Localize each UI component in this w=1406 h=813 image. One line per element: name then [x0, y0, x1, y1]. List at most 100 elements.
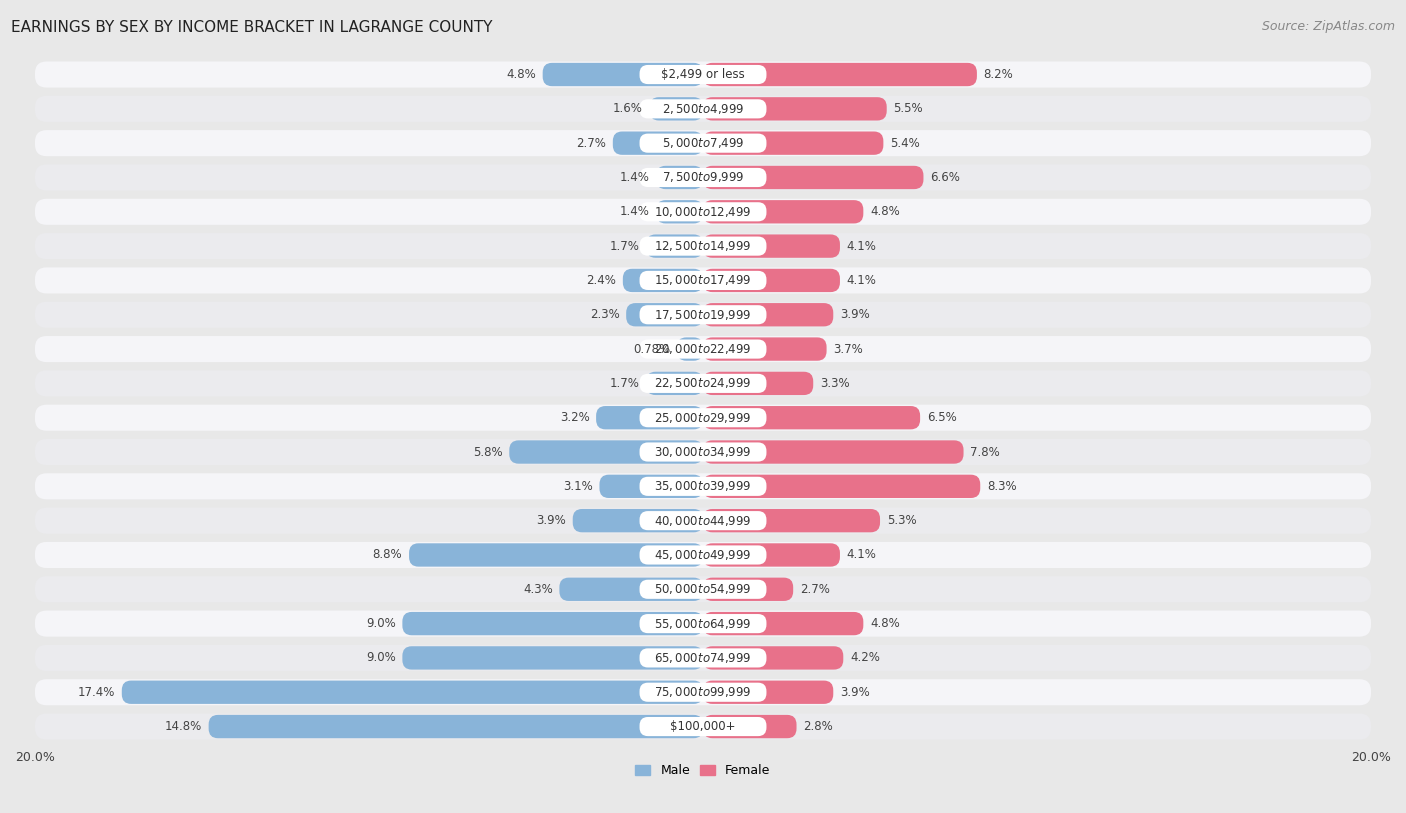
Text: 2.7%: 2.7%: [800, 583, 830, 596]
FancyBboxPatch shape: [35, 611, 1371, 637]
Text: 5.5%: 5.5%: [893, 102, 922, 115]
Text: 1.4%: 1.4%: [620, 171, 650, 184]
FancyBboxPatch shape: [703, 132, 883, 154]
Text: $5,000 to $7,499: $5,000 to $7,499: [662, 136, 744, 150]
FancyBboxPatch shape: [640, 580, 766, 599]
FancyBboxPatch shape: [703, 166, 924, 189]
FancyBboxPatch shape: [657, 200, 703, 224]
Text: $25,000 to $29,999: $25,000 to $29,999: [654, 411, 752, 424]
FancyBboxPatch shape: [208, 715, 703, 738]
Text: 17.4%: 17.4%: [77, 685, 115, 698]
FancyBboxPatch shape: [402, 646, 703, 670]
Text: 3.9%: 3.9%: [839, 685, 870, 698]
Text: 5.4%: 5.4%: [890, 137, 920, 150]
Text: $35,000 to $39,999: $35,000 to $39,999: [654, 480, 752, 493]
FancyBboxPatch shape: [35, 714, 1371, 740]
FancyBboxPatch shape: [640, 271, 766, 290]
FancyBboxPatch shape: [35, 336, 1371, 362]
FancyBboxPatch shape: [647, 372, 703, 395]
FancyBboxPatch shape: [640, 237, 766, 255]
Text: $45,000 to $49,999: $45,000 to $49,999: [654, 548, 752, 562]
FancyBboxPatch shape: [703, 680, 834, 704]
Text: $2,499 or less: $2,499 or less: [661, 68, 745, 81]
Text: 5.3%: 5.3%: [887, 514, 917, 527]
FancyBboxPatch shape: [596, 406, 703, 429]
Text: $40,000 to $44,999: $40,000 to $44,999: [654, 514, 752, 528]
Text: 4.8%: 4.8%: [870, 617, 900, 630]
FancyBboxPatch shape: [35, 507, 1371, 533]
FancyBboxPatch shape: [640, 168, 766, 187]
FancyBboxPatch shape: [409, 543, 703, 567]
Text: $20,000 to $22,499: $20,000 to $22,499: [654, 342, 752, 356]
Text: 8.8%: 8.8%: [373, 549, 402, 562]
FancyBboxPatch shape: [703, 269, 839, 292]
FancyBboxPatch shape: [703, 303, 834, 326]
FancyBboxPatch shape: [703, 337, 827, 361]
Text: 3.9%: 3.9%: [536, 514, 567, 527]
FancyBboxPatch shape: [35, 96, 1371, 122]
FancyBboxPatch shape: [35, 233, 1371, 259]
Text: 1.7%: 1.7%: [610, 240, 640, 253]
Text: $15,000 to $17,499: $15,000 to $17,499: [654, 273, 752, 288]
FancyBboxPatch shape: [35, 302, 1371, 328]
FancyBboxPatch shape: [35, 164, 1371, 190]
FancyBboxPatch shape: [640, 133, 766, 153]
FancyBboxPatch shape: [613, 132, 703, 154]
Text: 3.3%: 3.3%: [820, 377, 849, 390]
FancyBboxPatch shape: [35, 645, 1371, 671]
FancyBboxPatch shape: [640, 717, 766, 736]
FancyBboxPatch shape: [122, 680, 703, 704]
Text: $50,000 to $54,999: $50,000 to $54,999: [654, 582, 752, 596]
FancyBboxPatch shape: [703, 200, 863, 224]
FancyBboxPatch shape: [703, 577, 793, 601]
Text: $7,500 to $9,999: $7,500 to $9,999: [662, 171, 744, 185]
Text: 6.6%: 6.6%: [931, 171, 960, 184]
FancyBboxPatch shape: [703, 98, 887, 120]
Text: 8.3%: 8.3%: [987, 480, 1017, 493]
Text: 1.7%: 1.7%: [610, 377, 640, 390]
FancyBboxPatch shape: [640, 305, 766, 324]
FancyBboxPatch shape: [703, 234, 839, 258]
FancyBboxPatch shape: [35, 576, 1371, 602]
FancyBboxPatch shape: [657, 166, 703, 189]
FancyBboxPatch shape: [647, 234, 703, 258]
Text: 3.1%: 3.1%: [562, 480, 593, 493]
Text: $65,000 to $74,999: $65,000 to $74,999: [654, 651, 752, 665]
FancyBboxPatch shape: [640, 476, 766, 496]
Text: 4.1%: 4.1%: [846, 240, 876, 253]
FancyBboxPatch shape: [703, 509, 880, 533]
Text: 3.2%: 3.2%: [560, 411, 589, 424]
FancyBboxPatch shape: [650, 98, 703, 120]
Text: 9.0%: 9.0%: [366, 651, 395, 664]
FancyBboxPatch shape: [35, 405, 1371, 431]
Text: 5.8%: 5.8%: [472, 446, 502, 459]
FancyBboxPatch shape: [640, 614, 766, 633]
Text: EARNINGS BY SEX BY INCOME BRACKET IN LAGRANGE COUNTY: EARNINGS BY SEX BY INCOME BRACKET IN LAG…: [11, 20, 492, 35]
FancyBboxPatch shape: [703, 441, 963, 463]
FancyBboxPatch shape: [640, 511, 766, 530]
FancyBboxPatch shape: [543, 63, 703, 86]
FancyBboxPatch shape: [640, 99, 766, 119]
Text: 4.1%: 4.1%: [846, 274, 876, 287]
Text: 3.9%: 3.9%: [839, 308, 870, 321]
FancyBboxPatch shape: [640, 442, 766, 462]
FancyBboxPatch shape: [703, 63, 977, 86]
FancyBboxPatch shape: [623, 269, 703, 292]
FancyBboxPatch shape: [35, 198, 1371, 225]
FancyBboxPatch shape: [640, 340, 766, 359]
FancyBboxPatch shape: [35, 679, 1371, 706]
FancyBboxPatch shape: [676, 337, 703, 361]
FancyBboxPatch shape: [599, 475, 703, 498]
Text: $17,500 to $19,999: $17,500 to $19,999: [654, 308, 752, 322]
Text: 2.4%: 2.4%: [586, 274, 616, 287]
FancyBboxPatch shape: [703, 372, 813, 395]
FancyBboxPatch shape: [640, 374, 766, 393]
Text: 1.6%: 1.6%: [613, 102, 643, 115]
FancyBboxPatch shape: [35, 130, 1371, 156]
Text: 2.3%: 2.3%: [589, 308, 620, 321]
FancyBboxPatch shape: [703, 646, 844, 670]
Text: $22,500 to $24,999: $22,500 to $24,999: [654, 376, 752, 390]
FancyBboxPatch shape: [402, 612, 703, 635]
Text: 8.2%: 8.2%: [984, 68, 1014, 81]
FancyBboxPatch shape: [35, 371, 1371, 397]
